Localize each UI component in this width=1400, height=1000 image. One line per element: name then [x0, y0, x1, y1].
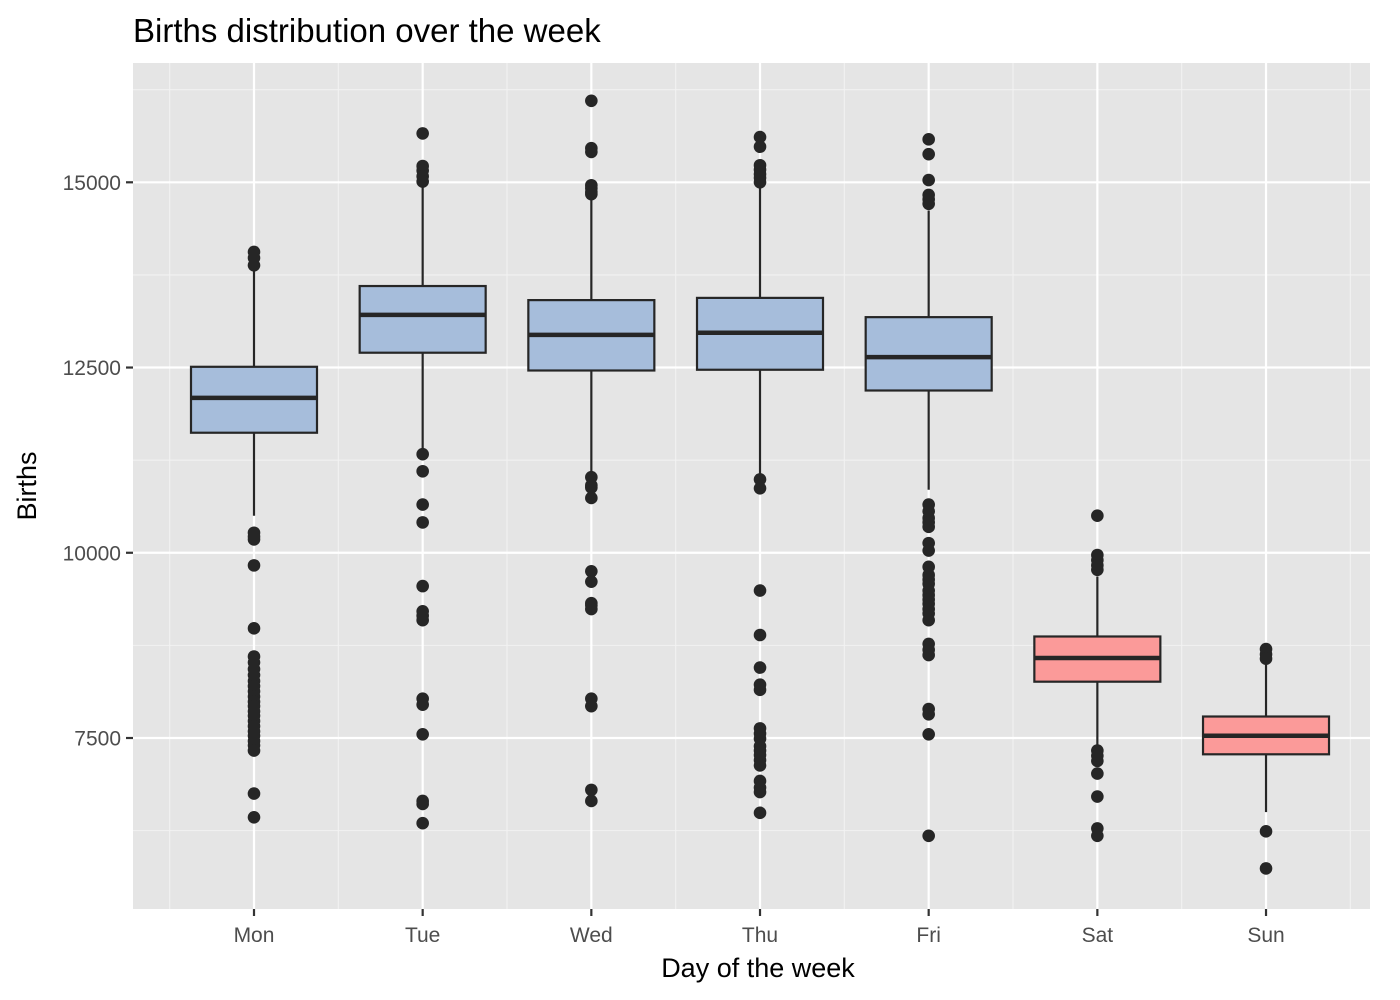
outlier-point	[585, 491, 598, 505]
outlier-point	[753, 785, 767, 799]
box-tue	[358, 127, 487, 830]
outlier-point	[753, 661, 767, 674]
outlier-point	[922, 173, 935, 187]
outlier-point	[922, 544, 935, 557]
box-thu	[695, 130, 825, 820]
outlier-point	[753, 130, 767, 144]
outlier-point	[1091, 754, 1104, 768]
box-series	[189, 94, 1331, 875]
outlier-point	[1091, 829, 1104, 843]
outlier-point	[922, 147, 935, 161]
box-sun	[1201, 642, 1331, 875]
minor-gridlines	[133, 63, 1370, 909]
y-tick-label: 7500	[74, 728, 121, 751]
outlier-point	[416, 516, 429, 529]
x-tick-label: Fri	[916, 924, 941, 947]
outlier-point	[922, 707, 935, 721]
outlier-point	[753, 140, 767, 154]
x-tick-label: Sun	[1247, 924, 1284, 947]
box-iqr	[358, 284, 487, 354]
outlier-point	[922, 197, 935, 211]
outlier-point	[1091, 509, 1104, 523]
x-axis-title: Day of the week	[661, 953, 855, 983]
outlier-point	[247, 744, 261, 757]
outlier-point	[416, 175, 429, 188]
outlier-point	[1091, 563, 1104, 577]
outlier-point	[416, 127, 429, 140]
outlier-point	[753, 482, 767, 495]
outlier-point	[753, 628, 767, 642]
x-tick-label: Sat	[1082, 924, 1114, 947]
outlier-point	[585, 699, 598, 713]
y-axis: 7500 10000 12500 15000	[63, 172, 133, 751]
outlier-point	[753, 806, 767, 820]
outlier-point	[416, 464, 429, 478]
outlier-point	[1259, 825, 1273, 838]
outlier-point	[416, 698, 429, 711]
outlier-point	[416, 579, 429, 593]
outlier-point	[585, 187, 598, 201]
outlier-point	[753, 759, 767, 772]
outlier-point	[585, 794, 598, 808]
y-axis-title: Births	[12, 451, 42, 520]
outlier-point	[247, 622, 261, 635]
x-tick-label: Tue	[405, 924, 440, 947]
outlier-point	[585, 602, 598, 616]
chart-title: Births distribution over the week	[133, 12, 601, 49]
outlier-point	[753, 473, 767, 486]
outlier-point	[585, 575, 598, 588]
outlier-point	[585, 94, 598, 108]
outlier-point	[416, 816, 429, 830]
outlier-point	[922, 829, 935, 843]
outlier-point	[1091, 790, 1104, 803]
outlier-point	[922, 613, 935, 627]
outlier-point	[247, 810, 261, 824]
outlier-point	[247, 258, 261, 272]
box-fri	[864, 133, 993, 843]
outlier-point	[753, 584, 767, 597]
outlier-point	[585, 564, 598, 578]
box-wed	[527, 94, 656, 808]
outlier-point	[753, 683, 767, 697]
outlier-point	[416, 613, 429, 627]
outlier-point	[416, 498, 429, 511]
outlier-point	[753, 176, 767, 189]
outlier-point	[922, 520, 935, 534]
outlier-point	[922, 133, 935, 146]
y-tick-label: 15000	[63, 172, 121, 195]
x-tick-label: Thu	[742, 924, 778, 947]
outlier-point	[922, 648, 935, 662]
outlier-point	[416, 447, 429, 461]
box-mon	[189, 245, 319, 824]
outlier-point	[416, 727, 429, 741]
outlier-point	[922, 727, 935, 741]
x-tick-label: Mon	[234, 924, 275, 947]
box-iqr	[864, 316, 993, 392]
outlier-point	[1259, 652, 1273, 666]
outlier-point	[1259, 862, 1273, 875]
outlier-point	[585, 481, 598, 494]
outlier-point	[1091, 767, 1104, 780]
outlier-point	[416, 797, 429, 811]
outlier-point	[585, 783, 598, 797]
outlier-point	[247, 533, 261, 546]
y-tick-label: 10000	[63, 542, 121, 565]
x-tick-label: Wed	[570, 924, 613, 947]
box-sat	[1033, 509, 1162, 843]
outlier-point	[247, 559, 261, 572]
outlier-point	[247, 787, 261, 800]
x-axis: Mon Tue Wed Thu Fri Sat Sun	[234, 909, 1285, 947]
y-tick-label: 12500	[63, 357, 121, 380]
outlier-point	[585, 145, 598, 159]
plot-panel	[133, 63, 1370, 909]
